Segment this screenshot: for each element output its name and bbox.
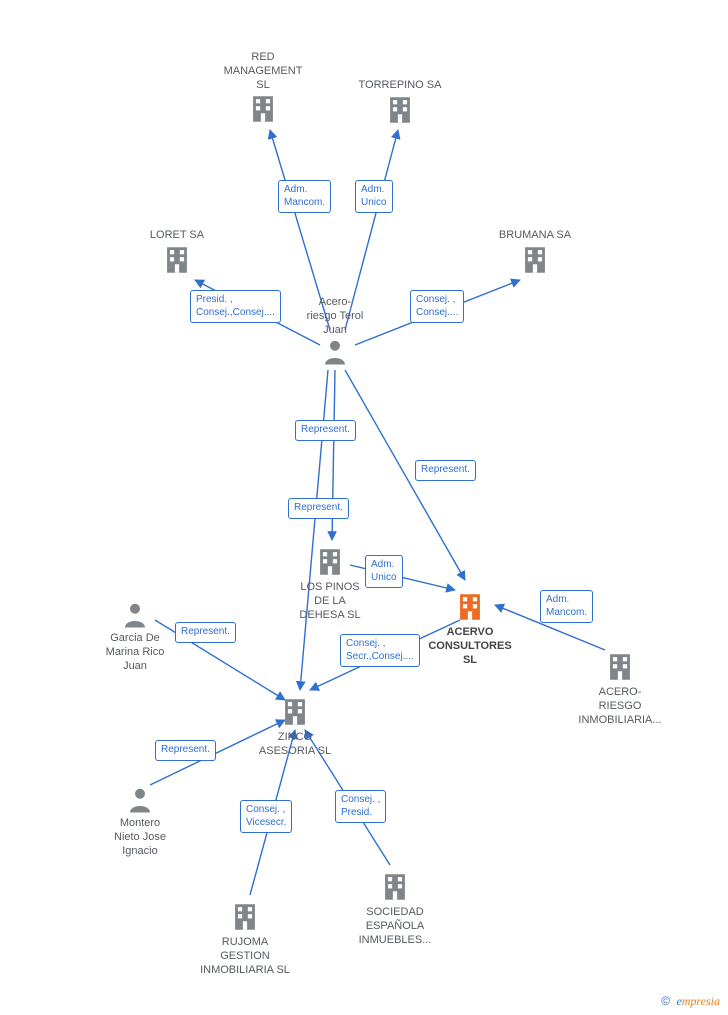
node-label-loret: LORET SA — [137, 229, 217, 243]
node-label-garcia: Garcia De Marina Rico Juan — [90, 632, 180, 673]
edge-label-montero-zinco: Represent. — [155, 740, 216, 761]
node-loret[interactable]: LORET SA — [137, 227, 217, 277]
diagram-canvas: { "canvas":{"w":728,"h":1015,"bg":"#ffff… — [0, 0, 728, 1015]
node-red_mgmt[interactable]: RED MANAGEMENT SL — [213, 49, 313, 126]
node-label-acervo: ACERVO CONSULTORES SL — [410, 626, 530, 667]
edge-label-los_pinos-acervo: Adm.Unico — [365, 555, 403, 588]
node-los_pinos[interactable]: LOS PINOS DE LA DEHESA SL — [285, 545, 375, 622]
node-label-montero: Montero Nieto Jose Ignacio — [95, 817, 185, 858]
node-zinco[interactable]: ZINCO ASESORIA SL — [245, 695, 345, 759]
node-label-los_pinos: LOS PINOS DE LA DEHESA SL — [285, 581, 375, 622]
edge-label-sociedad-zinco: Consej. ,Presid. — [335, 790, 386, 823]
node-acero_terol[interactable]: Acero- riesgo Terol Juan — [290, 294, 380, 367]
edge-acero_terol-zinco — [300, 370, 328, 690]
node-label-brumana: BRUMANA SA — [485, 229, 585, 243]
footer-copyright: © empresia — [661, 994, 720, 1009]
edge-label-acero_terol-red_mgmt: Adm.Mancom. — [278, 180, 331, 213]
node-label-acero_inmo: ACERO- RIESGO INMOBILIARIA... — [565, 686, 675, 727]
edge-label-acero_terol-zinco: Represent. — [288, 498, 349, 519]
node-label-rujoma: RUJOMA GESTION INMOBILIARIA SL — [185, 936, 305, 977]
copyright-symbol: © — [661, 994, 670, 1008]
edge-label-acero_terol-loret: Presid. ,Consej.,Consej.... — [190, 290, 281, 323]
node-acervo[interactable]: ACERVO CONSULTORES SL — [410, 590, 530, 667]
node-torrepino[interactable]: TORREPINO SA — [345, 77, 455, 127]
node-brumana[interactable]: BRUMANA SA — [485, 227, 585, 277]
node-label-acero_terol: Acero- riesgo Terol Juan — [290, 296, 380, 337]
edge-label-acervo-zinco: Consej. ,Secr.,Consej.... — [340, 634, 420, 667]
edge-label-acero_inmo-acervo: Adm.Mancom. — [540, 590, 593, 623]
node-acero_inmo[interactable]: ACERO- RIESGO INMOBILIARIA... — [565, 650, 675, 727]
edge-label-acero_terol-acervo: Represent. — [415, 460, 476, 481]
node-montero[interactable]: Montero Nieto Jose Ignacio — [95, 785, 185, 858]
edges-layer — [0, 0, 728, 1015]
edge-label-garcia-zinco: Represent. — [175, 622, 236, 643]
node-label-red_mgmt: RED MANAGEMENT SL — [213, 51, 313, 92]
node-sociedad[interactable]: SOCIEDAD ESPAÑOLA INMUEBLES... — [340, 870, 450, 947]
brand-name: empresia — [676, 994, 720, 1008]
node-label-zinco: ZINCO ASESORIA SL — [245, 731, 345, 759]
node-label-sociedad: SOCIEDAD ESPAÑOLA INMUEBLES... — [340, 906, 450, 947]
edge-label-acero_terol-los_pinos: Represent. — [295, 420, 356, 441]
node-label-torrepino: TORREPINO SA — [345, 79, 455, 93]
node-garcia[interactable]: Garcia De Marina Rico Juan — [90, 600, 180, 673]
edge-label-rujoma-zinco: Consej. ,Vicesecr. — [240, 800, 292, 833]
node-rujoma[interactable]: RUJOMA GESTION INMOBILIARIA SL — [185, 900, 305, 977]
edge-label-acero_terol-brumana: Consej. ,Consej.... — [410, 290, 464, 323]
edge-label-acero_terol-torrepino: Adm.Unico — [355, 180, 393, 213]
